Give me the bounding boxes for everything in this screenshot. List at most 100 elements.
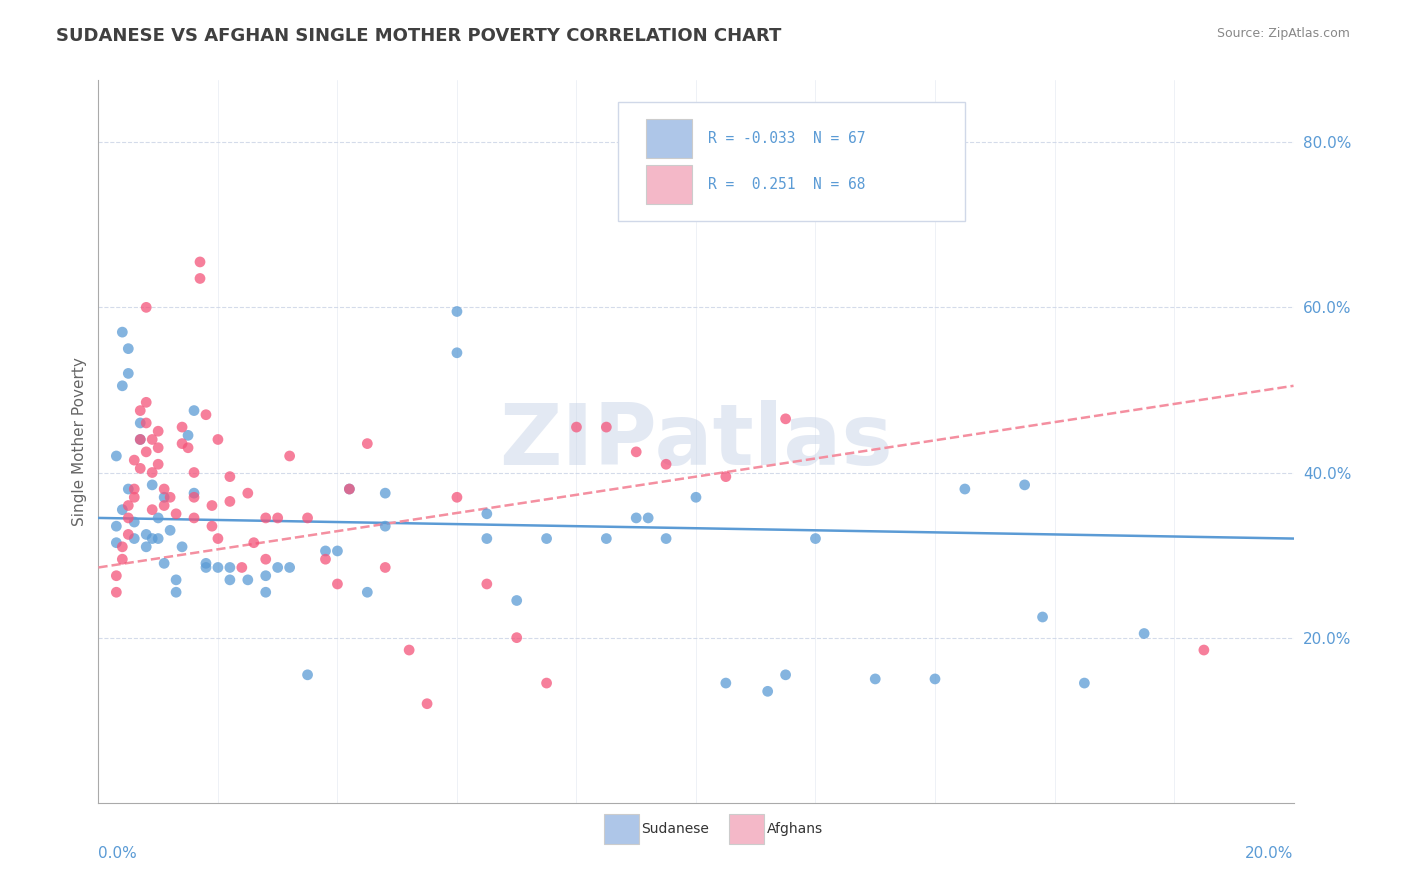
Text: R = -0.033  N = 67: R = -0.033 N = 67 xyxy=(709,131,866,146)
Point xyxy=(117,511,139,525)
Point xyxy=(655,457,678,471)
Point xyxy=(111,540,134,554)
Point xyxy=(685,490,707,504)
Point xyxy=(105,585,128,599)
Point xyxy=(124,532,146,546)
Point xyxy=(111,325,134,339)
FancyBboxPatch shape xyxy=(645,119,692,158)
Point xyxy=(135,395,157,409)
Point xyxy=(219,573,242,587)
Text: Sudanese: Sudanese xyxy=(641,822,709,836)
Point xyxy=(924,672,946,686)
Point xyxy=(188,255,211,269)
Point xyxy=(207,433,229,447)
Point xyxy=(506,631,529,645)
Point xyxy=(865,672,887,686)
Point xyxy=(297,511,319,525)
Text: Afghans: Afghans xyxy=(766,822,823,836)
Point xyxy=(177,428,200,442)
Point xyxy=(326,544,349,558)
Point xyxy=(141,532,163,546)
Point xyxy=(207,532,229,546)
Point xyxy=(129,403,152,417)
Point xyxy=(201,519,224,533)
Point xyxy=(207,560,229,574)
Point xyxy=(129,461,152,475)
Point xyxy=(111,502,134,516)
Text: ZIPatlas: ZIPatlas xyxy=(499,400,893,483)
Point xyxy=(183,466,205,480)
Point xyxy=(219,469,242,483)
Point xyxy=(183,511,205,525)
Point xyxy=(172,436,194,450)
Point xyxy=(201,499,224,513)
Point xyxy=(236,486,259,500)
Point xyxy=(105,519,128,533)
Point xyxy=(105,535,128,549)
Point xyxy=(1192,643,1215,657)
Point xyxy=(219,494,242,508)
Point xyxy=(475,577,498,591)
Point xyxy=(339,482,361,496)
Point xyxy=(637,511,659,525)
Point xyxy=(124,482,146,496)
Point xyxy=(506,593,529,607)
Point xyxy=(135,527,157,541)
Point xyxy=(374,560,396,574)
Point xyxy=(446,304,468,318)
Point xyxy=(953,482,976,496)
Point xyxy=(1073,676,1095,690)
Point xyxy=(153,490,176,504)
FancyBboxPatch shape xyxy=(645,165,692,204)
Point xyxy=(141,478,163,492)
Point xyxy=(129,416,152,430)
Point xyxy=(714,676,737,690)
Point xyxy=(183,486,205,500)
Point xyxy=(374,519,396,533)
Point xyxy=(595,420,617,434)
Point xyxy=(124,490,146,504)
Point xyxy=(141,502,163,516)
Point xyxy=(172,420,194,434)
Point xyxy=(626,511,648,525)
Point xyxy=(231,560,253,574)
Point xyxy=(135,416,157,430)
Point xyxy=(111,552,134,566)
Point xyxy=(254,585,277,599)
Point xyxy=(267,511,290,525)
Point xyxy=(135,301,157,315)
Point xyxy=(243,535,266,549)
Point xyxy=(105,449,128,463)
Point xyxy=(159,524,181,538)
Point xyxy=(165,573,187,587)
Point xyxy=(339,482,361,496)
Point xyxy=(153,482,176,496)
Text: SUDANESE VS AFGHAN SINGLE MOTHER POVERTY CORRELATION CHART: SUDANESE VS AFGHAN SINGLE MOTHER POVERTY… xyxy=(56,27,782,45)
Point xyxy=(124,515,146,529)
Point xyxy=(655,532,678,546)
Point xyxy=(254,552,277,566)
Point xyxy=(159,490,181,504)
Point xyxy=(315,544,337,558)
Point xyxy=(195,560,218,574)
Point xyxy=(254,511,277,525)
Point xyxy=(111,379,134,393)
FancyBboxPatch shape xyxy=(605,814,638,844)
Point xyxy=(315,552,337,566)
Point xyxy=(129,433,152,447)
Point xyxy=(374,486,396,500)
Point xyxy=(117,527,139,541)
Point xyxy=(172,540,194,554)
Point xyxy=(267,560,290,574)
Point xyxy=(446,345,468,359)
Point xyxy=(1032,610,1054,624)
Point xyxy=(105,568,128,582)
Point xyxy=(536,532,558,546)
Point xyxy=(278,449,301,463)
Point xyxy=(595,532,617,546)
Point xyxy=(129,433,152,447)
Point xyxy=(398,643,420,657)
Point xyxy=(1133,626,1156,640)
Point xyxy=(536,676,558,690)
Point xyxy=(148,532,170,546)
